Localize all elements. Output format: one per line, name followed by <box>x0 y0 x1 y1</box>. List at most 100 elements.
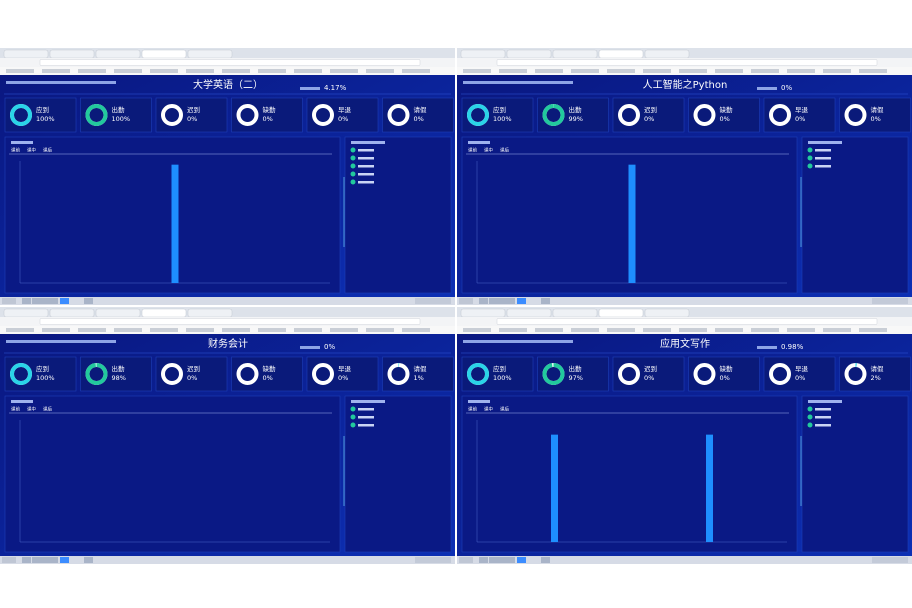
bookmark[interactable] <box>222 69 250 73</box>
bookmark[interactable] <box>499 69 527 73</box>
taskbar-app[interactable] <box>517 557 526 563</box>
url-field[interactable] <box>39 59 421 66</box>
chart-tab[interactable]: 课后 <box>500 406 509 413</box>
bookmark[interactable] <box>499 328 527 332</box>
bookmark[interactable] <box>823 328 851 332</box>
start-button[interactable] <box>459 298 473 304</box>
activity-item[interactable] <box>815 149 831 152</box>
bookmark[interactable] <box>222 328 250 332</box>
browser-tab[interactable] <box>552 49 598 59</box>
taskbar-app[interactable] <box>60 557 69 563</box>
browser-tab[interactable] <box>598 49 644 59</box>
activity-item[interactable] <box>358 181 374 184</box>
taskbar-app[interactable] <box>489 557 515 563</box>
browser-tab[interactable] <box>644 49 690 59</box>
start-button[interactable] <box>459 557 473 563</box>
taskbar-app[interactable] <box>541 298 550 304</box>
chart-tab[interactable]: 课中 <box>27 406 36 413</box>
bookmark[interactable] <box>679 69 707 73</box>
activity-item[interactable] <box>358 424 374 427</box>
bookmark[interactable] <box>859 328 887 332</box>
bookmark[interactable] <box>859 69 887 73</box>
bookmark[interactable] <box>78 328 106 332</box>
activity-item[interactable] <box>815 416 831 419</box>
bookmark[interactable] <box>78 69 106 73</box>
url-field[interactable] <box>39 318 421 325</box>
chart-tab[interactable]: 课后 <box>43 406 52 413</box>
bookmark[interactable] <box>42 69 70 73</box>
bookmark[interactable] <box>751 69 779 73</box>
taskbar-app[interactable] <box>32 557 58 563</box>
bookmark[interactable] <box>330 69 358 73</box>
bookmark[interactable] <box>6 69 34 73</box>
bookmark[interactable] <box>823 69 851 73</box>
taskbar-app[interactable] <box>479 298 488 304</box>
chart-tab[interactable]: 课后 <box>500 147 509 154</box>
taskbar-app[interactable] <box>60 298 69 304</box>
browser-tab[interactable] <box>141 308 187 318</box>
bookmark[interactable] <box>643 69 671 73</box>
bookmark[interactable] <box>463 69 491 73</box>
bookmark[interactable] <box>643 328 671 332</box>
bookmark[interactable] <box>715 328 743 332</box>
bookmark[interactable] <box>42 328 70 332</box>
chart-tab[interactable]: 课前 <box>468 406 477 413</box>
bookmark[interactable] <box>787 328 815 332</box>
activity-item[interactable] <box>815 157 831 160</box>
bookmark[interactable] <box>294 328 322 332</box>
browser-tab[interactable] <box>49 308 95 318</box>
browser-tab[interactable] <box>187 49 233 59</box>
browser-tab[interactable] <box>187 308 233 318</box>
bookmark[interactable] <box>114 69 142 73</box>
bookmark[interactable] <box>607 69 635 73</box>
browser-tab[interactable] <box>598 308 644 318</box>
taskbar-app[interactable] <box>541 557 550 563</box>
bookmark[interactable] <box>751 328 779 332</box>
browser-tab[interactable] <box>506 308 552 318</box>
chart-tab[interactable]: 课后 <box>43 147 52 154</box>
bookmark[interactable] <box>535 328 563 332</box>
taskbar-app[interactable] <box>489 298 515 304</box>
taskbar-app[interactable] <box>32 298 58 304</box>
bookmark[interactable] <box>402 328 430 332</box>
browser-tab[interactable] <box>95 308 141 318</box>
chart-tab[interactable]: 课前 <box>11 147 20 154</box>
activity-item[interactable] <box>358 416 374 419</box>
bookmark[interactable] <box>607 328 635 332</box>
bookmark[interactable] <box>294 69 322 73</box>
activity-item[interactable] <box>358 157 374 160</box>
taskbar-app[interactable] <box>84 557 93 563</box>
activity-item[interactable] <box>358 165 374 168</box>
browser-tab[interactable] <box>49 49 95 59</box>
taskbar-app[interactable] <box>22 298 31 304</box>
bookmark[interactable] <box>571 328 599 332</box>
browser-tab[interactable] <box>506 49 552 59</box>
url-field[interactable] <box>496 59 878 66</box>
chart-tab[interactable]: 课前 <box>11 406 20 413</box>
bookmark[interactable] <box>715 69 743 73</box>
bookmark[interactable] <box>258 69 286 73</box>
browser-tab[interactable] <box>460 49 506 59</box>
bookmark[interactable] <box>150 69 178 73</box>
bookmark[interactable] <box>787 69 815 73</box>
bookmark[interactable] <box>366 328 394 332</box>
bookmark[interactable] <box>258 328 286 332</box>
bookmark[interactable] <box>366 69 394 73</box>
bookmark[interactable] <box>186 328 214 332</box>
activity-item[interactable] <box>815 165 831 168</box>
start-button[interactable] <box>2 298 16 304</box>
bookmark[interactable] <box>186 69 214 73</box>
bookmark[interactable] <box>571 69 599 73</box>
taskbar-app[interactable] <box>479 557 488 563</box>
activity-item[interactable] <box>815 424 831 427</box>
taskbar-app[interactable] <box>517 298 526 304</box>
bookmark[interactable] <box>679 328 707 332</box>
browser-tab[interactable] <box>552 308 598 318</box>
chart-tab[interactable]: 课中 <box>484 406 493 413</box>
bookmark[interactable] <box>402 69 430 73</box>
activity-item[interactable] <box>358 173 374 176</box>
browser-tab[interactable] <box>141 49 187 59</box>
activity-item[interactable] <box>358 149 374 152</box>
bookmark[interactable] <box>114 328 142 332</box>
bookmark[interactable] <box>535 69 563 73</box>
